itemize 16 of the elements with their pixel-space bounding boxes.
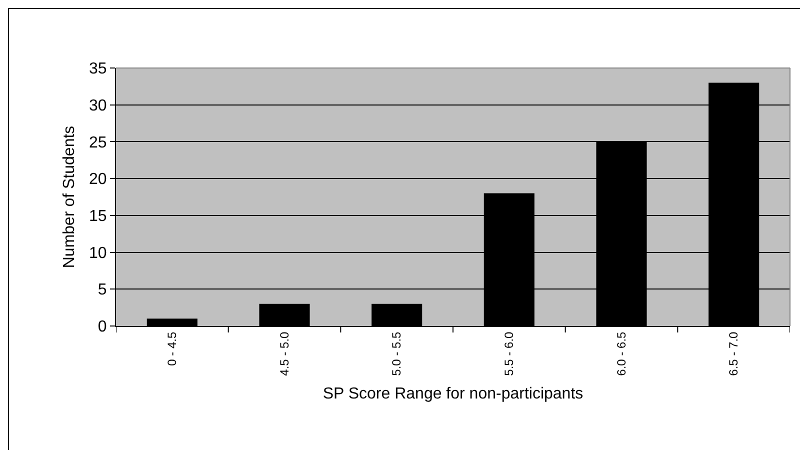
y-tick-label: 5 — [98, 282, 107, 299]
x-tick-label: 0 - 4.5 — [165, 331, 180, 366]
x-tick-label: 4.5 - 5.0 — [277, 331, 292, 376]
x-tick-label: 6.0 - 6.5 — [614, 331, 628, 376]
y-tick-label: 10 — [89, 244, 107, 262]
y-tick-label: 15 — [89, 208, 107, 226]
y-tick-label: 35 — [89, 60, 107, 78]
y-tick-label: 0 — [98, 318, 107, 336]
x-axis-title: SP Score Range for non-participants — [322, 386, 584, 403]
x-tick-label: 6.5 - 7.0 — [726, 331, 741, 376]
y-axis-title: Number of Students — [60, 126, 78, 268]
y-tick-label: 25 — [89, 134, 107, 152]
x-tick-label: 5.0 - 5.5 — [390, 331, 404, 376]
x-tick-label: 5.5 - 6.0 — [502, 331, 516, 376]
y-tick-label: 30 — [89, 97, 107, 114]
y-tick-label: 20 — [89, 171, 107, 188]
